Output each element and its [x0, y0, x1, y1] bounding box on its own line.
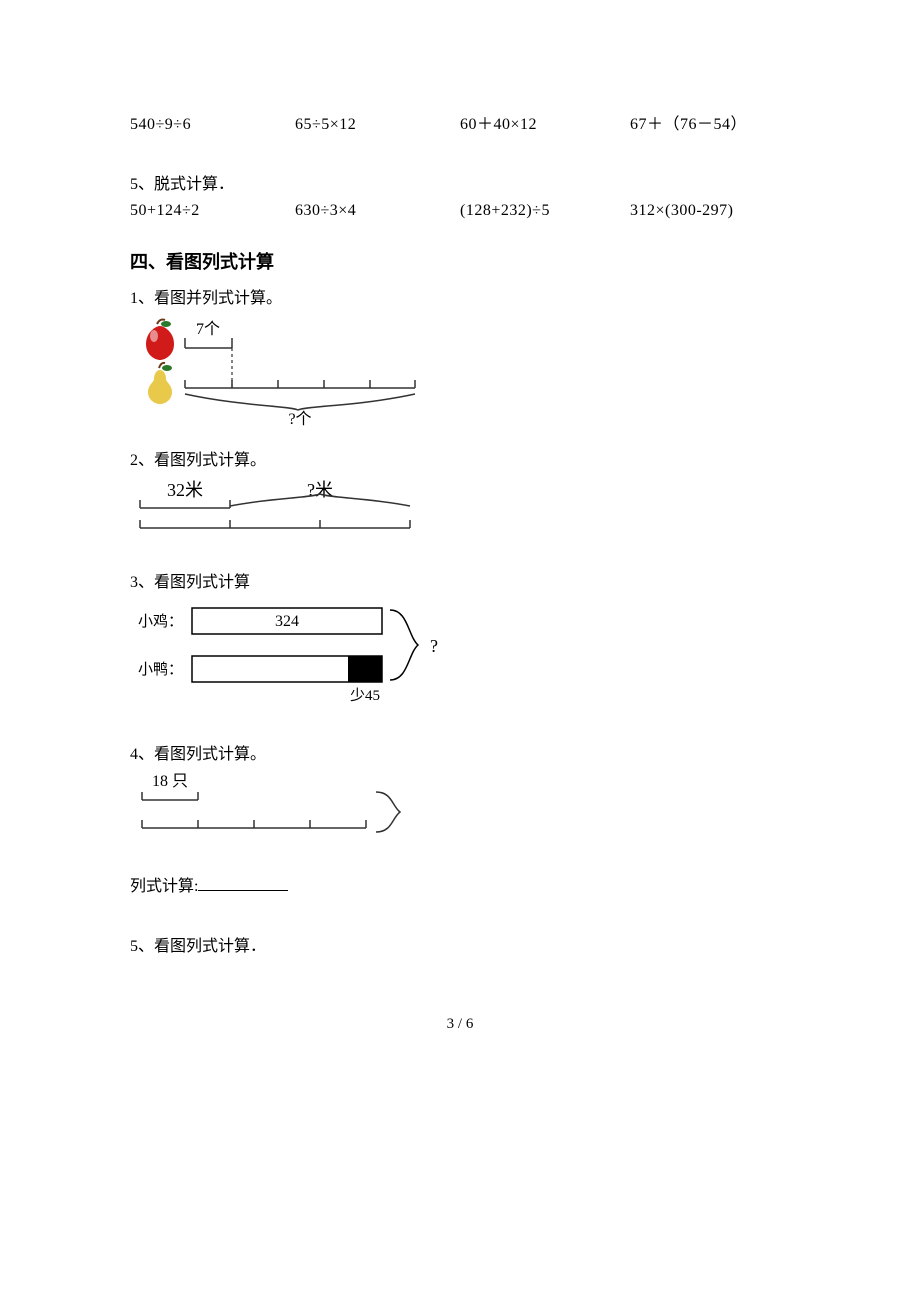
q2-figure: 32米 ?米 — [130, 478, 790, 548]
answer-blank[interactable] — [198, 876, 288, 891]
expr-cell: 65÷5×12 — [295, 116, 460, 134]
q3-figure: 小鸡： 324 小鸭： 少45 ? — [130, 600, 790, 720]
expr-row-1: 540÷9÷6 65÷5×12 60＋40×12 67＋（76－54） — [130, 110, 790, 134]
q4-top-label: 18 只 — [152, 773, 188, 790]
q3-row2-label: 小鸭： — [138, 661, 183, 678]
lieshi-line: 列式计算: — [130, 872, 790, 896]
expr-cell: 60＋40×12 — [460, 110, 630, 134]
expr-cell: 50+124÷2 — [130, 202, 295, 220]
q2-label: 2、看图列式计算。 — [130, 446, 790, 470]
spacer — [130, 904, 790, 932]
worksheet-page: 540÷9÷6 65÷5×12 60＋40×12 67＋（76－54） 5、脱式… — [0, 0, 920, 1073]
q1-label: 1、看图并列式计算。 — [130, 284, 790, 308]
tuoshi-label: 5、脱式计算． — [130, 170, 790, 194]
apple-icon — [146, 320, 174, 361]
expr-cell: 630÷3×4 — [295, 202, 460, 220]
expr-cell: 540÷9÷6 — [130, 116, 295, 134]
q5-label: 5、看图列式计算． — [130, 932, 790, 956]
expr-cell: (128+232)÷5 — [460, 202, 630, 220]
q2-right-label: ?米 — [307, 480, 333, 500]
q3-label: 3、看图列式计算 — [130, 568, 790, 592]
q4-figure: 18 只 — [130, 772, 790, 852]
page-footer: 3 / 6 — [130, 1016, 790, 1033]
pear-icon — [148, 363, 172, 404]
expr-cell: 312×(300-297) — [630, 202, 790, 220]
expr-cell: 67＋（76－54） — [630, 110, 790, 134]
q3-diff-label: 少45 — [350, 687, 380, 704]
section-4-title: 四、看图列式计算 — [130, 248, 790, 274]
q1-figure: 7个 ?个 — [130, 316, 790, 426]
lieshi-label: 列式计算: — [130, 878, 198, 895]
spacer — [130, 142, 790, 170]
q1-top-label: 7个 — [196, 320, 220, 338]
q2-left-label: 32米 — [167, 480, 203, 500]
q3-bar-value: 324 — [275, 613, 299, 630]
q4-label: 4、看图列式计算。 — [130, 740, 790, 764]
q3-question-mark: ? — [430, 636, 438, 656]
expr-row-2: 50+124÷2 630÷3×4 (128+232)÷5 312×(300-29… — [130, 202, 790, 220]
q1-bottom-label: ?个 — [288, 410, 311, 426]
q3-row1-label: 小鸡： — [138, 613, 183, 630]
